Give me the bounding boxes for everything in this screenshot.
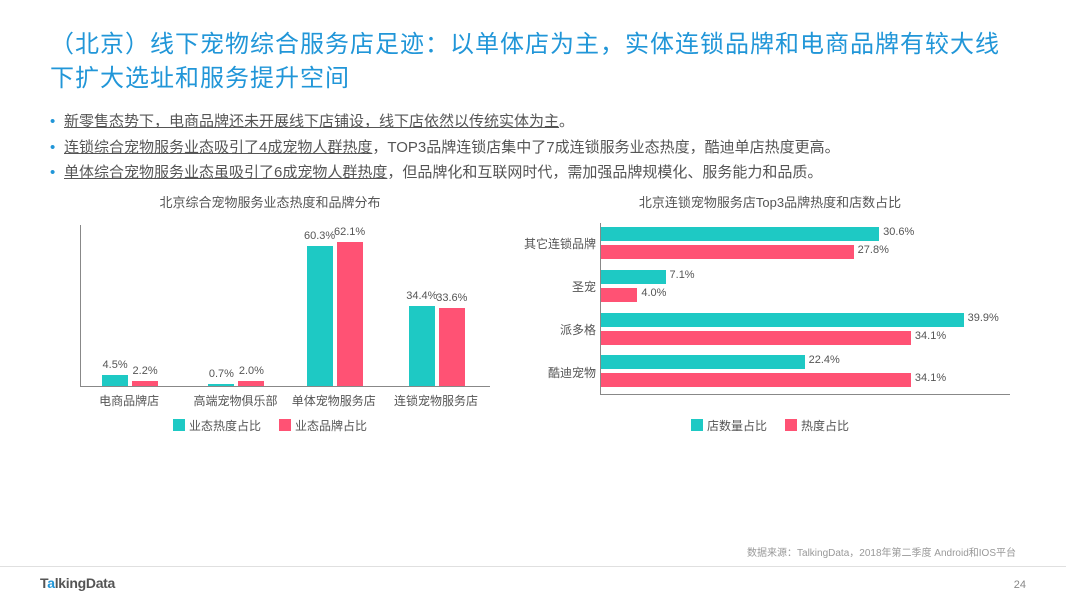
left-chart-title: 北京综合宠物服务业态热度和品牌分布	[50, 192, 490, 211]
bar: 2.0%	[238, 381, 264, 386]
hbar-label: 34.1%	[915, 330, 946, 342]
bar-label: 34.4%	[406, 290, 437, 302]
bar: 4.5%	[102, 375, 128, 385]
page-number: 24	[1014, 579, 1026, 591]
bar: 0.7%	[208, 384, 234, 386]
hbar-label: 22.4%	[809, 354, 840, 366]
bar-group: 0.7% 2.0%	[208, 381, 264, 386]
bar: 33.6%	[439, 308, 465, 386]
right-chart: 北京连锁宠物服务店Top3品牌热度和店数占比 30.6% 27.8% 7.1% 4.0…	[520, 192, 1020, 434]
y-category: 派多格	[560, 321, 596, 338]
hbar: 34.1%	[601, 331, 911, 345]
bar: 60.3%	[307, 246, 333, 386]
logo: TalkingData	[40, 575, 115, 591]
right-chart-plot: 30.6% 27.8% 7.1% 4.0% 39.9% 34.1% 22.4% 34.1%	[600, 223, 1010, 395]
left-chart-legend: 业态热度占比 业态品牌占比	[50, 417, 490, 434]
bar-group: 4.5% 2.2%	[102, 375, 158, 385]
left-chart: 北京综合宠物服务业态热度和品牌分布 4.5%2.2%0.7%2.0%60.3%6…	[50, 192, 490, 434]
bar-label: 4.5%	[103, 359, 128, 371]
bar-group: 34.4%33.6%	[409, 306, 465, 386]
hbar: 30.6%	[601, 227, 879, 241]
hbar: 4.0%	[601, 288, 637, 302]
footer-divider	[0, 566, 1066, 567]
source-note: 数据来源：TalkingData，2018年第二季度 Android和IOS平台	[747, 544, 1016, 559]
right-chart-legend: 店数量占比 热度占比	[520, 417, 1020, 434]
slide-title: （北京）线下宠物综合服务店足迹：以单体店为主，实体连锁品牌和电商品牌有较大线下扩…	[50, 28, 1016, 95]
hbar: 39.9%	[601, 313, 964, 327]
bar: 62.1%	[337, 242, 363, 386]
y-category: 酷迪宠物	[548, 364, 596, 381]
x-category: 电商品牌店	[99, 392, 159, 409]
right-chart-title: 北京连锁宠物服务店Top3品牌热度和店数占比	[520, 192, 1020, 211]
hbar-label: 39.9%	[968, 312, 999, 324]
left-chart-plot: 4.5% 2.2% 0.7% 2.0% 60.3%62.1% 34.4%33.6%	[80, 225, 490, 387]
bar: 2.2%	[132, 381, 158, 386]
bar-label: 2.0%	[239, 365, 264, 377]
bar-group: 60.3%62.1%	[307, 242, 363, 386]
bullet-item: 单体综合宠物服务业态虽吸引了6成宠物人群热度，但品牌化和互联网时代，需加强品牌规…	[50, 160, 1016, 186]
hbar-label: 27.8%	[858, 244, 889, 256]
y-category: 其它连锁品牌	[524, 235, 596, 252]
hbar-label: 34.1%	[915, 372, 946, 384]
bullet-item: 连锁综合宠物服务业态吸引了4成宠物人群热度，TOP3品牌连锁店集中了7成连锁服务…	[50, 135, 1016, 161]
bar-label: 33.6%	[436, 292, 467, 304]
bar-label: 60.3%	[304, 230, 335, 242]
bar: 34.4%	[409, 306, 435, 386]
hbar: 7.1%	[601, 270, 666, 284]
bullet-list: 新零售态势下，电商品牌还未开展线下店铺设，线下店依然以传统实体为主。连锁综合宠物…	[50, 109, 1016, 186]
hbar: 34.1%	[601, 373, 911, 387]
hbar-label: 7.1%	[670, 269, 695, 281]
x-category: 高端宠物俱乐部	[193, 392, 277, 409]
bar-label: 62.1%	[334, 226, 365, 238]
x-category: 单体宠物服务店	[292, 392, 376, 409]
legend-item: 热度占比	[785, 417, 849, 434]
legend-item: 业态品牌占比	[279, 417, 367, 434]
hbar-label: 4.0%	[641, 287, 666, 299]
legend-item: 店数量占比	[691, 417, 767, 434]
hbar-label: 30.6%	[883, 226, 914, 238]
bar-label: 0.7%	[209, 368, 234, 380]
hbar: 22.4%	[601, 355, 805, 369]
x-category: 连锁宠物服务店	[394, 392, 478, 409]
y-category: 圣宠	[572, 278, 596, 295]
legend-item: 业态热度占比	[173, 417, 261, 434]
hbar: 27.8%	[601, 245, 854, 259]
bullet-item: 新零售态势下，电商品牌还未开展线下店铺设，线下店依然以传统实体为主。	[50, 109, 1016, 135]
bar-label: 2.2%	[133, 365, 158, 377]
